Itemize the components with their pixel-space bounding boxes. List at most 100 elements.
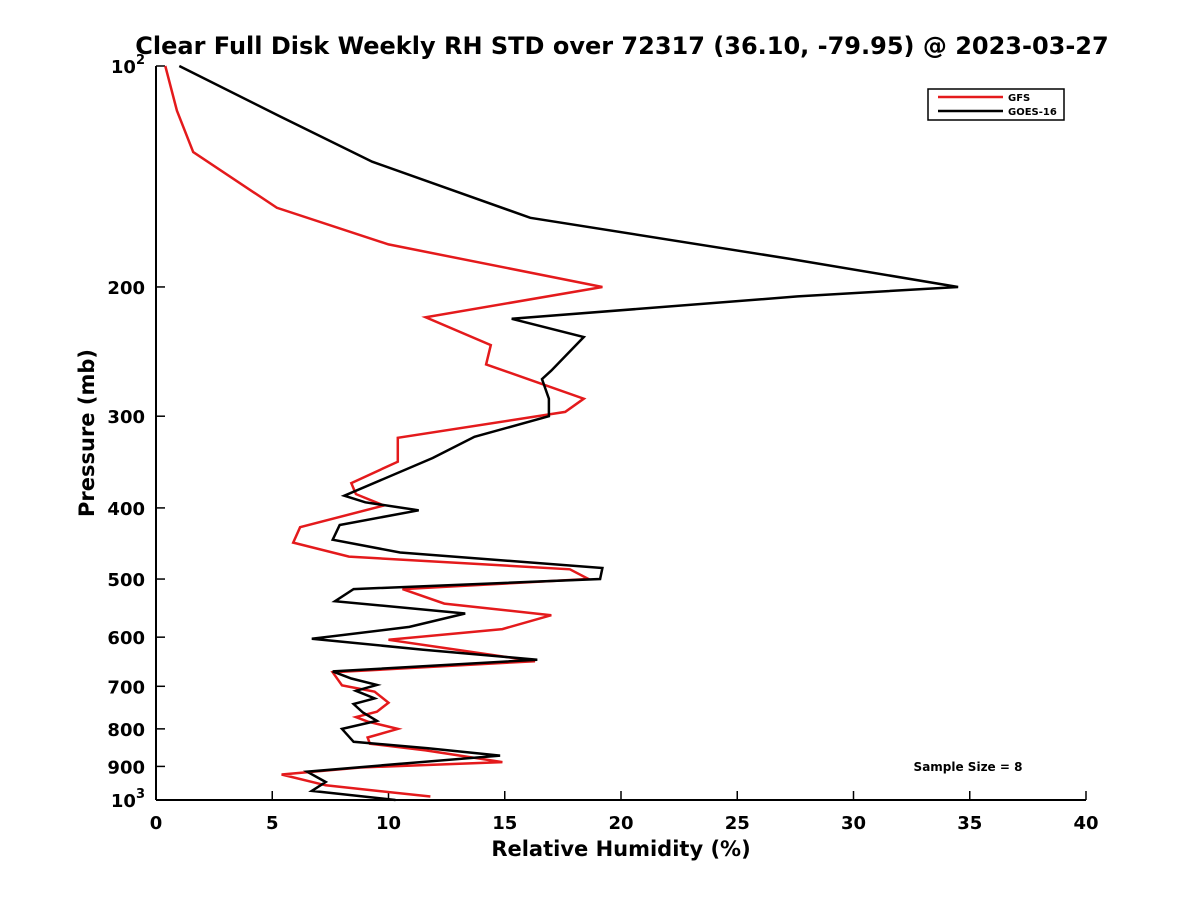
data-point-goes16 — [311, 638, 312, 639]
data-point-gfs — [486, 364, 487, 365]
data-point-gfs — [397, 437, 398, 438]
data-point-gfs — [374, 691, 375, 692]
y-axis-ticks: 102 200 300 400 500 600 700 800 900 103 — [107, 53, 165, 812]
x-tick-label: 20 — [608, 813, 633, 834]
data-point-gfs — [388, 702, 389, 703]
data-point-goes16 — [351, 678, 352, 679]
data-point-goes16 — [362, 712, 363, 713]
data-point-goes16 — [372, 161, 373, 162]
x-tick-label: 0 — [150, 813, 163, 834]
data-point-goes16 — [409, 626, 410, 627]
data-point-goes16 — [537, 659, 538, 660]
data-point-gfs — [388, 639, 389, 640]
data-point-goes16 — [428, 748, 429, 749]
series-layer — [164, 64, 959, 802]
y-tick-label-base: 10 — [111, 791, 136, 812]
x-tick-label: 35 — [957, 813, 982, 834]
data-point-goes16 — [465, 613, 466, 614]
data-point-goes16 — [423, 649, 424, 650]
data-point-goes16 — [511, 318, 512, 319]
data-point-goes16 — [342, 728, 343, 729]
x-tick-label: 15 — [492, 813, 517, 834]
series-goes16 — [178, 64, 959, 802]
data-point-gfs — [276, 207, 277, 208]
data-point-gfs — [602, 286, 603, 287]
y-tick-label: 103 — [111, 787, 145, 812]
x-axis-label: Relative Humidity (%) — [491, 837, 750, 861]
x-tick-label: 25 — [725, 813, 750, 834]
chart-title: Clear Full Disk Weekly RH STD over 72317… — [135, 32, 1108, 60]
y-tick-label: 400 — [107, 499, 145, 520]
data-point-gfs — [342, 685, 343, 686]
data-point-goes16 — [500, 755, 501, 756]
data-point-gfs — [293, 542, 294, 543]
data-point-gfs — [325, 785, 326, 786]
data-point-gfs — [444, 603, 445, 604]
data-point-gfs — [367, 737, 368, 738]
series-line-goes16 — [178, 64, 959, 802]
x-tick-label: 40 — [1073, 813, 1098, 834]
legend-label-goes16: GOES-16 — [1008, 107, 1057, 118]
y-tick-label: 300 — [107, 407, 145, 428]
data-point-goes16 — [374, 698, 375, 699]
legend: GFS GOES-16 — [927, 88, 1065, 121]
data-point-goes16 — [583, 337, 584, 338]
data-point-goes16 — [353, 704, 354, 705]
data-point-gfs — [502, 629, 503, 630]
data-point-gfs — [281, 774, 282, 775]
sample-size-annotation: Sample Size = 8 — [914, 760, 1023, 774]
series-gfs — [164, 65, 603, 798]
data-point-gfs — [397, 461, 398, 462]
y-tick-label: 600 — [107, 628, 145, 649]
data-point-gfs — [388, 244, 389, 245]
data-point-goes16 — [551, 370, 552, 371]
y-tick-label: 800 — [107, 720, 145, 741]
data-point-gfs — [583, 398, 584, 399]
y-tick-label: 500 — [107, 570, 145, 591]
legend-box — [927, 88, 1065, 121]
y-tick-label: 200 — [107, 278, 145, 299]
data-point-goes16 — [344, 495, 345, 496]
data-point-gfs — [397, 728, 398, 729]
data-point-gfs — [355, 717, 356, 718]
data-point-goes16 — [548, 416, 549, 417]
data-point-goes16 — [179, 66, 180, 67]
data-point-goes16 — [541, 379, 542, 380]
data-point-goes16 — [365, 502, 366, 503]
y-tick-label: 102 — [111, 53, 145, 78]
data-point-goes16 — [332, 539, 333, 540]
series-line-gfs — [164, 65, 603, 798]
data-point-gfs — [165, 66, 166, 67]
data-point-goes16 — [353, 741, 354, 742]
y-axis-label: Pressure (mb) — [75, 349, 99, 517]
data-point-gfs — [425, 750, 426, 751]
data-point-gfs — [351, 483, 352, 484]
data-point-gfs — [448, 648, 449, 649]
y-tick-label: 700 — [107, 677, 145, 698]
data-point-goes16 — [376, 684, 377, 685]
data-point-gfs — [402, 589, 403, 590]
x-axis-ticks: 0 5 10 15 20 25 30 35 40 — [150, 791, 1099, 834]
x-tick-label: 30 — [841, 813, 866, 834]
data-point-gfs — [502, 762, 503, 763]
data-point-goes16 — [400, 552, 401, 553]
data-point-goes16 — [407, 763, 408, 764]
data-point-goes16 — [332, 671, 333, 672]
y-tick-label-exponent: 3 — [136, 787, 145, 802]
data-point-goes16 — [958, 286, 959, 287]
data-point-goes16 — [339, 524, 340, 525]
data-point-gfs — [300, 527, 301, 528]
data-point-gfs — [193, 152, 194, 153]
data-point-goes16 — [325, 781, 326, 782]
data-point-gfs — [348, 556, 349, 557]
data-point-gfs — [355, 494, 356, 495]
data-point-goes16 — [335, 601, 336, 602]
data-point-goes16 — [307, 771, 308, 772]
data-point-goes16 — [418, 510, 419, 511]
data-point-gfs — [376, 711, 377, 712]
data-point-gfs — [565, 411, 566, 412]
data-point-gfs — [551, 615, 552, 616]
data-point-goes16 — [355, 690, 356, 691]
y-tick-label: 900 — [107, 757, 145, 778]
